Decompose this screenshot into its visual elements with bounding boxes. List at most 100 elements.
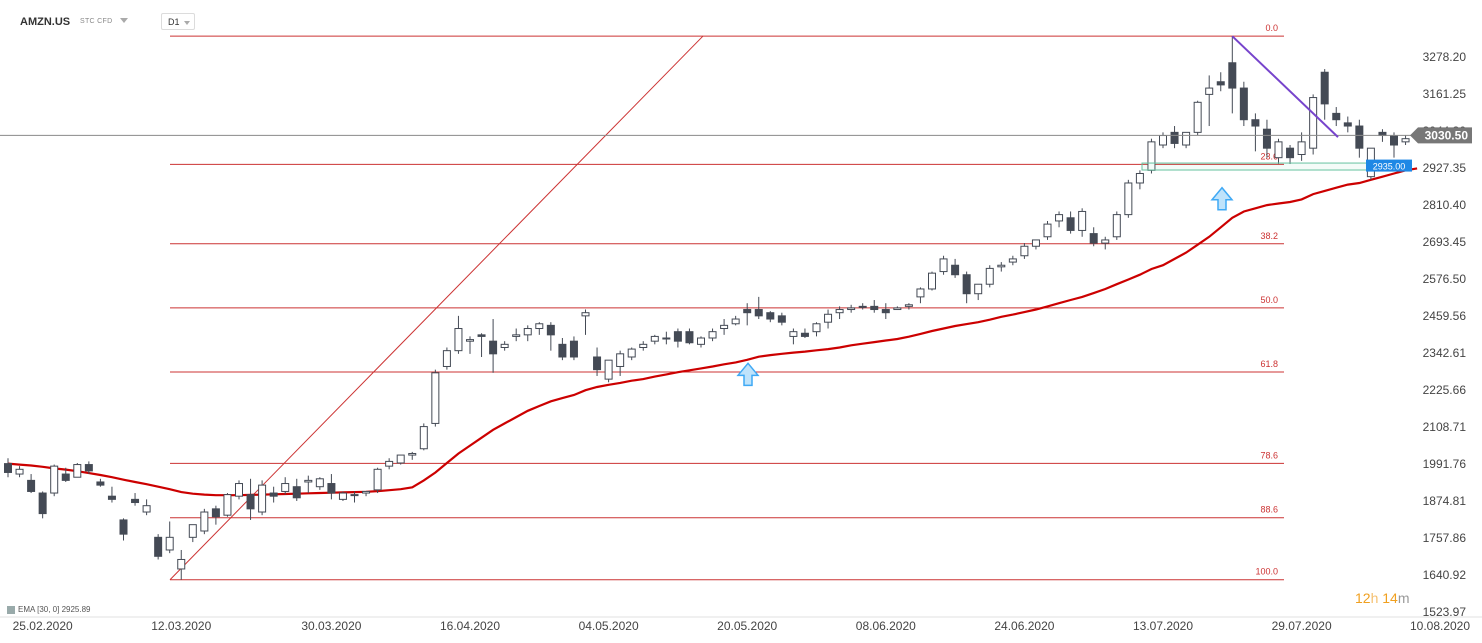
candle-bear [881,309,890,314]
candle-bear [1262,128,1271,149]
candle-bull [177,558,186,570]
candle-bull [916,288,925,298]
candle-bull [650,335,659,342]
candle-bull [985,267,994,285]
candle-bull [1193,101,1202,133]
timeframe-value: D1 [168,17,180,27]
candle-bear [1286,147,1295,159]
indicator-icon [7,605,15,614]
candle-bull [1124,182,1133,216]
candle-bear [1390,135,1398,146]
candle-bear [96,481,105,486]
candle-bull [1135,172,1144,184]
candle-bull [1112,214,1121,238]
candle-bull [373,468,382,491]
fib-level-label: 38.2 [1260,231,1278,241]
fibonacci-retracement[interactable]: 0.0 23.6 38.2 50.0 61.8 78.6 88.6 100.0 [169,23,1284,581]
y-axis-tick-label: 2108.71 [1423,420,1467,434]
timeframe-select[interactable]: D1 [161,13,195,30]
fib-level-label: 78.6 [1260,450,1278,460]
y-axis-tick-label: 2225.66 [1423,383,1467,397]
candlesticks [4,36,1410,580]
candle-bull [350,494,359,497]
fib-level-label: 61.8 [1260,359,1278,369]
arrow-up-icon [736,362,760,387]
candle-bear [685,331,694,344]
candle-bull [442,350,451,367]
current-price-tag-bg [1410,127,1472,144]
level-price-value: 2935.00 [1373,162,1406,172]
annotations[interactable] [0,35,1412,387]
candle-bull [1182,131,1191,146]
candle-bull [466,339,474,342]
candle-bull [1020,245,1029,257]
candle-bull [939,258,948,273]
timer-hours-unit: h [1370,590,1379,606]
candle-bull [604,359,613,380]
candle-bull [812,323,821,333]
level-price-tag: 2935.00 [1366,159,1412,172]
candle-bear [593,356,602,371]
candle-bear [1228,62,1237,89]
candle-bull [1309,97,1318,149]
candle-bear [1170,131,1179,144]
candle-bull [454,328,463,352]
level-price-tag-bg [1366,159,1412,172]
candle-bull [188,524,197,538]
candle-bear [800,332,809,337]
x-axis-tick-label: 16.04.2020 [440,619,500,633]
candle-bull [627,348,636,358]
y-axis-tick-label: 1640.92 [1423,568,1467,582]
y-axis-tick-label: 1523.97 [1423,605,1467,619]
candle-bear [1066,217,1075,231]
chevron-down-icon[interactable] [120,18,128,23]
candle-bull [662,337,671,340]
candle-bear [107,495,116,500]
fib-level-label: 100.0 [1255,567,1278,577]
x-axis-tick-label: 29.07.2020 [1272,619,1332,633]
candle-bull [697,337,705,345]
candle-bull [523,328,532,336]
candle-bull [1297,141,1306,156]
candle-bear [743,309,752,314]
candle-bear [119,519,128,535]
candle-bear [870,305,879,311]
candle-bear [1355,125,1364,149]
instrument-type-label: STC CFD [80,18,113,25]
current-price-value: 3030.50 [1425,128,1469,142]
symbol-label[interactable]: AMZN.US [20,16,71,28]
candle-bull [720,324,729,330]
candle-bear [246,494,255,510]
fib-level-label: 23.6 [1260,151,1278,161]
candle-bull [142,505,151,513]
y-axis-tick-label: 2342.61 [1423,346,1467,360]
candle-bull [419,426,428,450]
y-axis-tick-label: 2927.35 [1423,161,1467,175]
candle-bear [1320,71,1329,105]
candle-bull [616,353,625,367]
trend-line [1231,35,1339,138]
fib-level-label: 88.6 [1260,505,1278,515]
candle-bear [673,331,682,342]
candle-bull [928,272,936,290]
y-axis-tick-label: 1991.76 [1423,457,1467,471]
candle-bear [962,274,971,295]
chevron-down-icon [184,21,190,25]
x-axis-tick-label: 30.03.2020 [301,619,361,633]
arrow-up-shape [736,362,760,387]
candle-bull [1043,223,1052,238]
candle-bull [731,318,740,325]
x-axis-tick-label: 10.08.2020 [1410,619,1470,633]
arrow-up-shape [1210,186,1234,211]
candle-bear [1343,122,1352,127]
candle-bear [489,340,498,355]
candle-bull [1205,87,1214,95]
candle-bear [766,312,775,320]
candle-bear [1216,81,1225,86]
candle-bull [304,479,313,483]
candle-bull [1101,239,1110,244]
candle-bull [974,283,983,295]
indicator-legend[interactable]: EMA [30, 0] 2925.89 [7,605,91,614]
x-axis-tick-label: 20.05.2020 [717,619,777,633]
